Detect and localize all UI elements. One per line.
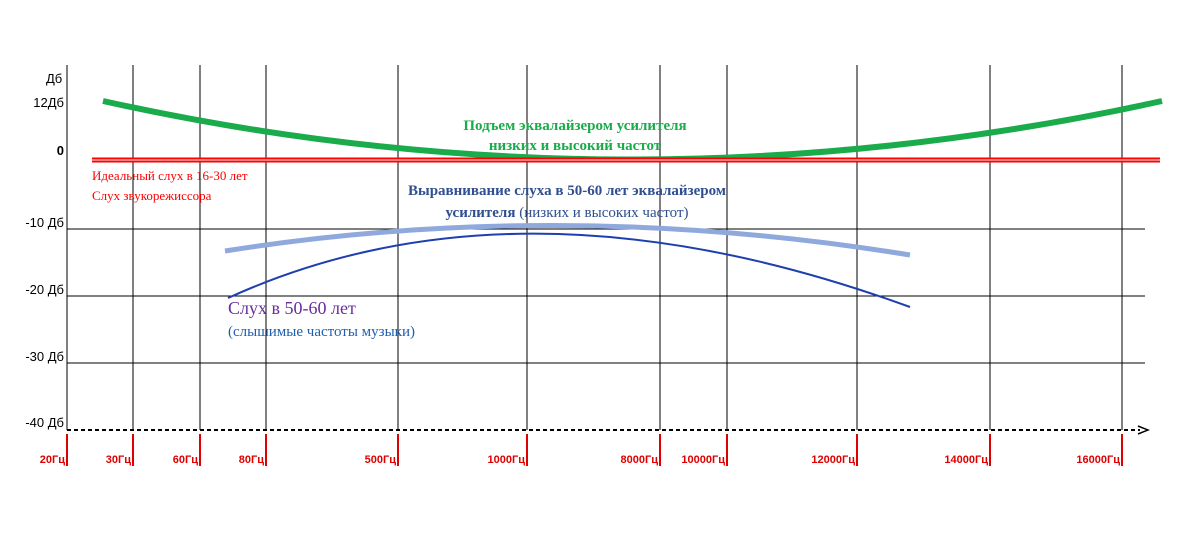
corrected-curve: [224, 222, 911, 258]
frequency-arrows: [66, 434, 1123, 466]
x-label: 12000Гц: [811, 454, 855, 466]
annotation: (слышимые частоты музыки): [228, 324, 415, 340]
x-label: 14000Гц: [944, 454, 988, 466]
x-axis-arrow: [1137, 425, 1151, 435]
x-label: 30Гц: [106, 454, 131, 466]
annotation: Идеальный слух в 16-30 лет: [92, 168, 248, 183]
annotation: Выравнивание слуха в 50-60 лет эквалайзе…: [408, 183, 726, 199]
y-label: -10 Дб: [25, 215, 64, 230]
annotation: Слух в 50-60 лет: [228, 298, 356, 318]
annotation-part: (низких и высоких частот): [515, 205, 688, 221]
y-axis-title: Дб: [46, 71, 62, 86]
y-label: 0: [57, 143, 64, 158]
annotation-part: усилителя: [446, 205, 516, 221]
y-label: -30 Дб: [25, 349, 64, 364]
x-labels: 20Гц 30Гц 60Гц 80Гц 500Гц 1000Гц 8000Гц …: [40, 454, 1120, 466]
annotation: Подъем эквалайзером усилителя: [463, 118, 686, 134]
x-label: 500Гц: [365, 454, 397, 466]
hearing-curve: [227, 232, 911, 308]
x-label: 16000Гц: [1076, 454, 1120, 466]
y-label: -40 Дб: [25, 415, 64, 430]
y-label: -20 Дб: [25, 282, 64, 297]
x-label: 80Гц: [239, 454, 264, 466]
grid: [66, 65, 1145, 430]
x-label: 20Гц: [40, 454, 65, 466]
x-label: 10000Гц: [681, 454, 725, 466]
annotation: усилителя (низких и высоких частот): [446, 205, 689, 221]
y-label: 12Дб: [33, 95, 64, 110]
x-label: 1000Гц: [488, 454, 526, 466]
annotation: Слух звукорежиссора: [92, 188, 212, 203]
x-label: 8000Гц: [621, 454, 659, 466]
annotation: низких и высокий частот: [489, 138, 662, 154]
x-label: 60Гц: [173, 454, 198, 466]
